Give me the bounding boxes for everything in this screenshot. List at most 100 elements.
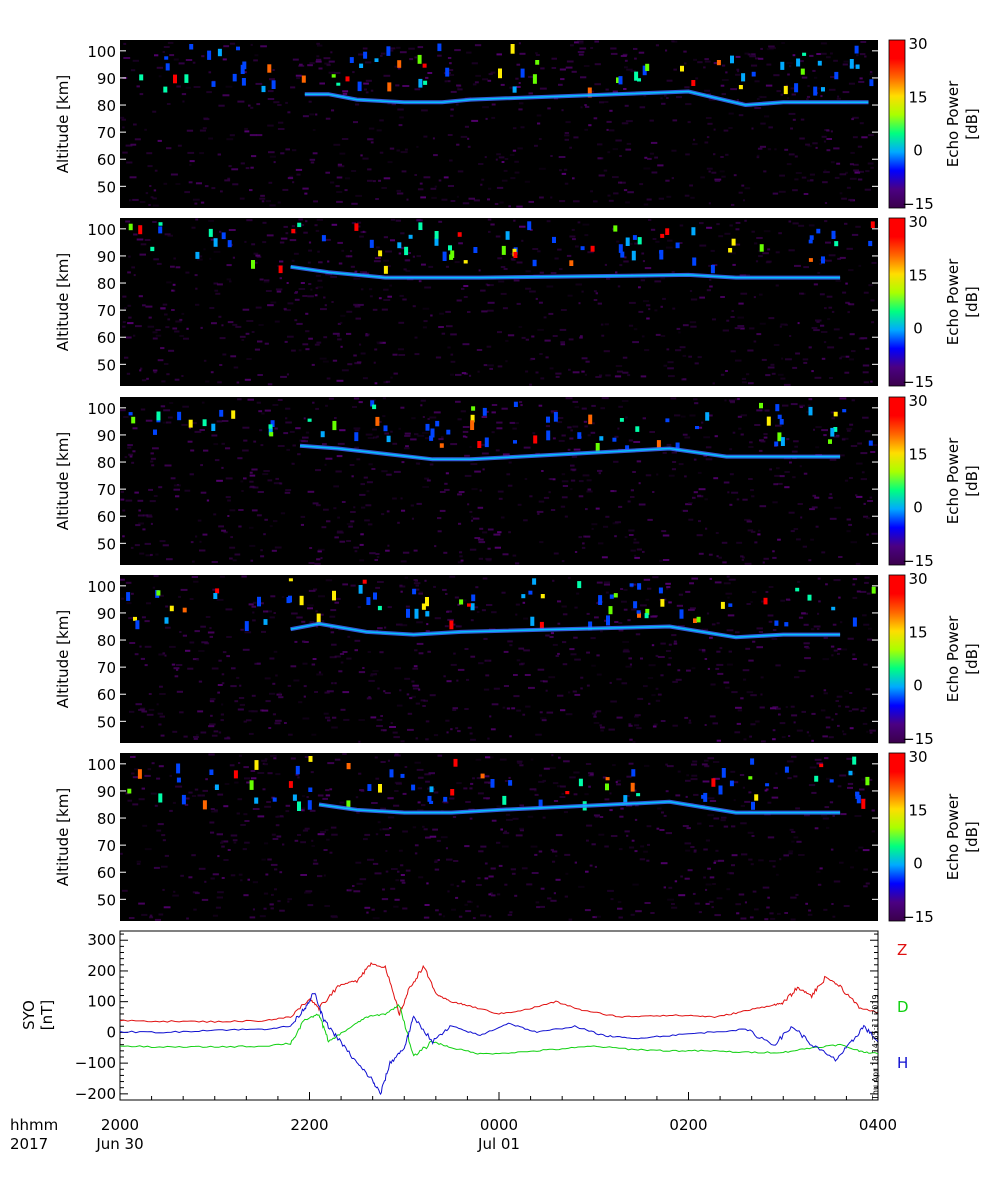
noise-speck bbox=[586, 824, 593, 827]
noise-speck bbox=[362, 272, 370, 275]
echo-point bbox=[849, 59, 854, 69]
noise-speck bbox=[792, 476, 796, 479]
noise-speck bbox=[562, 663, 568, 666]
echo-point bbox=[861, 798, 866, 809]
noise-speck bbox=[668, 657, 672, 660]
noise-speck bbox=[127, 446, 132, 449]
noise-speck bbox=[559, 200, 566, 203]
noise-speck bbox=[429, 463, 434, 466]
noise-speck bbox=[298, 64, 305, 67]
noise-speck bbox=[221, 466, 224, 469]
noise-speck bbox=[146, 152, 153, 155]
noise-speck bbox=[389, 147, 395, 150]
noise-speck bbox=[153, 189, 157, 192]
noise-speck bbox=[120, 852, 123, 855]
noise-speck bbox=[171, 309, 175, 311]
echo-point bbox=[217, 48, 222, 57]
noise-speck bbox=[234, 553, 241, 556]
noise-speck bbox=[682, 354, 687, 357]
noise-speck bbox=[152, 586, 156, 589]
noise-speck bbox=[287, 900, 290, 903]
noise-speck bbox=[776, 873, 779, 876]
noise-speck bbox=[415, 584, 419, 587]
echo-point bbox=[286, 597, 291, 604]
noise-speck bbox=[182, 100, 185, 103]
noise-speck bbox=[520, 126, 525, 129]
noise-speck bbox=[183, 337, 189, 340]
noise-speck bbox=[218, 315, 222, 318]
colorbar-label: [dB] bbox=[963, 108, 981, 140]
noise-speck bbox=[186, 129, 194, 132]
noise-speck bbox=[643, 685, 648, 688]
noise-speck bbox=[129, 199, 132, 202]
noise-speck bbox=[762, 252, 769, 255]
noise-speck bbox=[848, 523, 852, 526]
y-tick-label: 80 bbox=[97, 97, 116, 115]
noise-speck bbox=[142, 824, 148, 827]
noise-speck bbox=[339, 321, 343, 324]
echo-point bbox=[834, 71, 839, 80]
noise-speck bbox=[643, 300, 649, 303]
noise-speck bbox=[223, 805, 229, 808]
noise-speck bbox=[141, 616, 146, 619]
echo-point bbox=[675, 442, 680, 452]
echo-point bbox=[658, 587, 663, 594]
noise-speck bbox=[273, 482, 281, 485]
noise-speck bbox=[579, 336, 583, 339]
noise-speck bbox=[229, 546, 236, 549]
noise-speck bbox=[682, 825, 689, 827]
noise-speck bbox=[555, 655, 559, 657]
noise-speck bbox=[633, 789, 637, 792]
noise-speck bbox=[860, 452, 868, 455]
echo-point bbox=[332, 590, 336, 601]
echo-point bbox=[457, 232, 462, 237]
noise-speck bbox=[757, 147, 763, 150]
noise-speck bbox=[694, 362, 699, 365]
noise-speck bbox=[855, 849, 858, 852]
echo-point bbox=[377, 605, 382, 611]
noise-speck bbox=[650, 912, 655, 914]
noise-speck bbox=[614, 521, 621, 524]
noise-speck bbox=[558, 417, 564, 419]
noise-speck bbox=[510, 177, 516, 180]
noise-speck bbox=[568, 338, 574, 341]
noise-speck bbox=[842, 291, 847, 294]
noise-speck bbox=[120, 498, 125, 501]
noise-speck bbox=[412, 687, 420, 690]
noise-speck bbox=[199, 540, 202, 543]
noise-speck bbox=[655, 333, 661, 336]
noise-speck bbox=[608, 728, 615, 731]
echo-point bbox=[470, 420, 475, 430]
noise-speck bbox=[859, 788, 865, 791]
noise-speck bbox=[656, 473, 659, 476]
echo-point bbox=[691, 227, 696, 236]
noise-speck bbox=[206, 91, 212, 94]
noise-speck bbox=[688, 502, 693, 504]
noise-speck bbox=[809, 508, 815, 511]
noise-speck bbox=[840, 355, 846, 358]
noise-speck bbox=[480, 845, 487, 848]
noise-speck bbox=[322, 360, 329, 363]
noise-speck bbox=[696, 534, 703, 537]
noise-speck bbox=[772, 556, 777, 559]
echo-point bbox=[546, 430, 551, 441]
noise-speck bbox=[425, 836, 431, 839]
noise-speck bbox=[312, 502, 319, 505]
noise-speck bbox=[756, 333, 762, 336]
noise-speck bbox=[808, 559, 812, 562]
noise-speck bbox=[279, 241, 285, 244]
noise-speck bbox=[199, 549, 206, 552]
noise-speck bbox=[568, 918, 573, 921]
noise-speck bbox=[570, 44, 574, 47]
noise-speck bbox=[599, 374, 603, 377]
noise-speck bbox=[366, 697, 372, 700]
noise-speck bbox=[421, 804, 426, 807]
noise-speck bbox=[385, 380, 391, 383]
noise-speck bbox=[573, 136, 579, 139]
noise-speck bbox=[512, 554, 517, 557]
echo-point bbox=[513, 401, 518, 407]
noise-speck bbox=[482, 577, 488, 580]
noise-speck bbox=[740, 555, 744, 558]
echo-point bbox=[513, 440, 517, 444]
noise-speck bbox=[210, 808, 215, 810]
